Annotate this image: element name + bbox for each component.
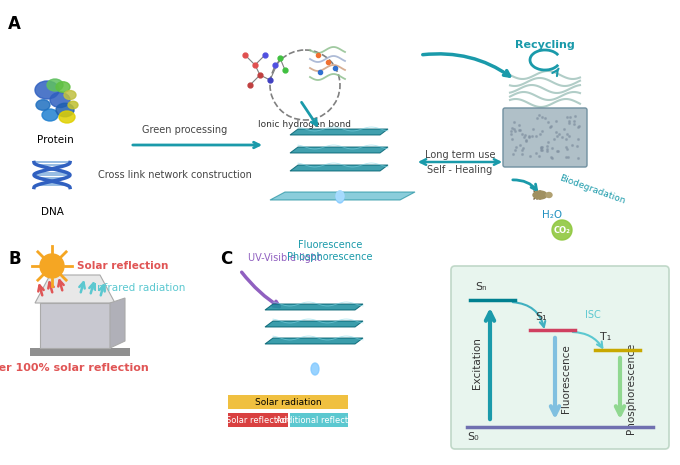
Ellipse shape [64,91,76,100]
Text: Recycling: Recycling [515,40,575,50]
Text: Additional reflection: Additional reflection [277,416,362,425]
Polygon shape [265,338,363,344]
Text: Fluorescence: Fluorescence [561,344,571,413]
Ellipse shape [311,363,319,375]
Text: Phosphorescence: Phosphorescence [626,343,636,434]
Text: Solar radiation: Solar radiation [255,398,322,406]
Polygon shape [290,129,388,135]
Text: Self - Healing: Self - Healing [427,165,492,175]
Polygon shape [35,275,115,303]
Text: Long term use: Long term use [425,150,495,160]
Text: C: C [220,250,233,268]
Polygon shape [290,165,388,171]
Ellipse shape [42,109,58,121]
Ellipse shape [36,100,50,110]
Text: Sₙ: Sₙ [475,282,487,292]
FancyBboxPatch shape [503,108,587,167]
Ellipse shape [336,191,344,203]
Bar [30,348,130,356]
Ellipse shape [50,93,70,107]
FancyBboxPatch shape [451,266,669,449]
Text: Over 100% solar reflection: Over 100% solar reflection [0,363,148,373]
Polygon shape [265,321,363,327]
Text: Solar reflection: Solar reflection [226,416,290,425]
Text: DNA: DNA [41,207,63,217]
Text: S₁: S₁ [535,312,547,322]
Text: Cross link network construction: Cross link network construction [98,170,252,180]
Text: ISC: ISC [585,310,600,320]
Text: H₂O: H₂O [542,210,562,220]
Ellipse shape [546,193,552,198]
Text: Excitation: Excitation [472,338,482,390]
Bar [40,303,110,348]
Text: CO₂: CO₂ [554,226,571,234]
Ellipse shape [56,82,70,92]
Text: Biodegradation: Biodegradation [558,174,626,206]
Text: Ionic hydrogen bond: Ionic hydrogen bond [258,120,352,129]
Ellipse shape [533,191,547,199]
Circle shape [40,254,64,278]
Text: S₀: S₀ [467,432,479,442]
Ellipse shape [47,79,63,91]
Text: Green processing: Green processing [142,125,228,135]
Ellipse shape [336,191,344,201]
Polygon shape [265,304,363,310]
Text: Solar reflection: Solar reflection [77,261,169,271]
Circle shape [552,220,572,240]
Text: B: B [8,250,20,268]
Text: A: A [8,15,21,33]
Bar [290,413,348,427]
Ellipse shape [59,111,75,123]
Text: T₁: T₁ [600,332,611,342]
Bar [228,395,348,409]
Bar [228,413,288,427]
Polygon shape [110,298,125,348]
Text: Protein: Protein [37,135,73,145]
Text: Infrared radiation: Infrared radiation [95,283,186,293]
Polygon shape [290,147,388,153]
Text: UV-Visible light: UV-Visible light [248,253,321,263]
Text: Fluorescence
Phosphorescence: Fluorescence Phosphorescence [287,240,373,262]
Ellipse shape [35,81,59,99]
Ellipse shape [68,101,78,109]
Ellipse shape [56,103,74,117]
Polygon shape [270,192,415,200]
